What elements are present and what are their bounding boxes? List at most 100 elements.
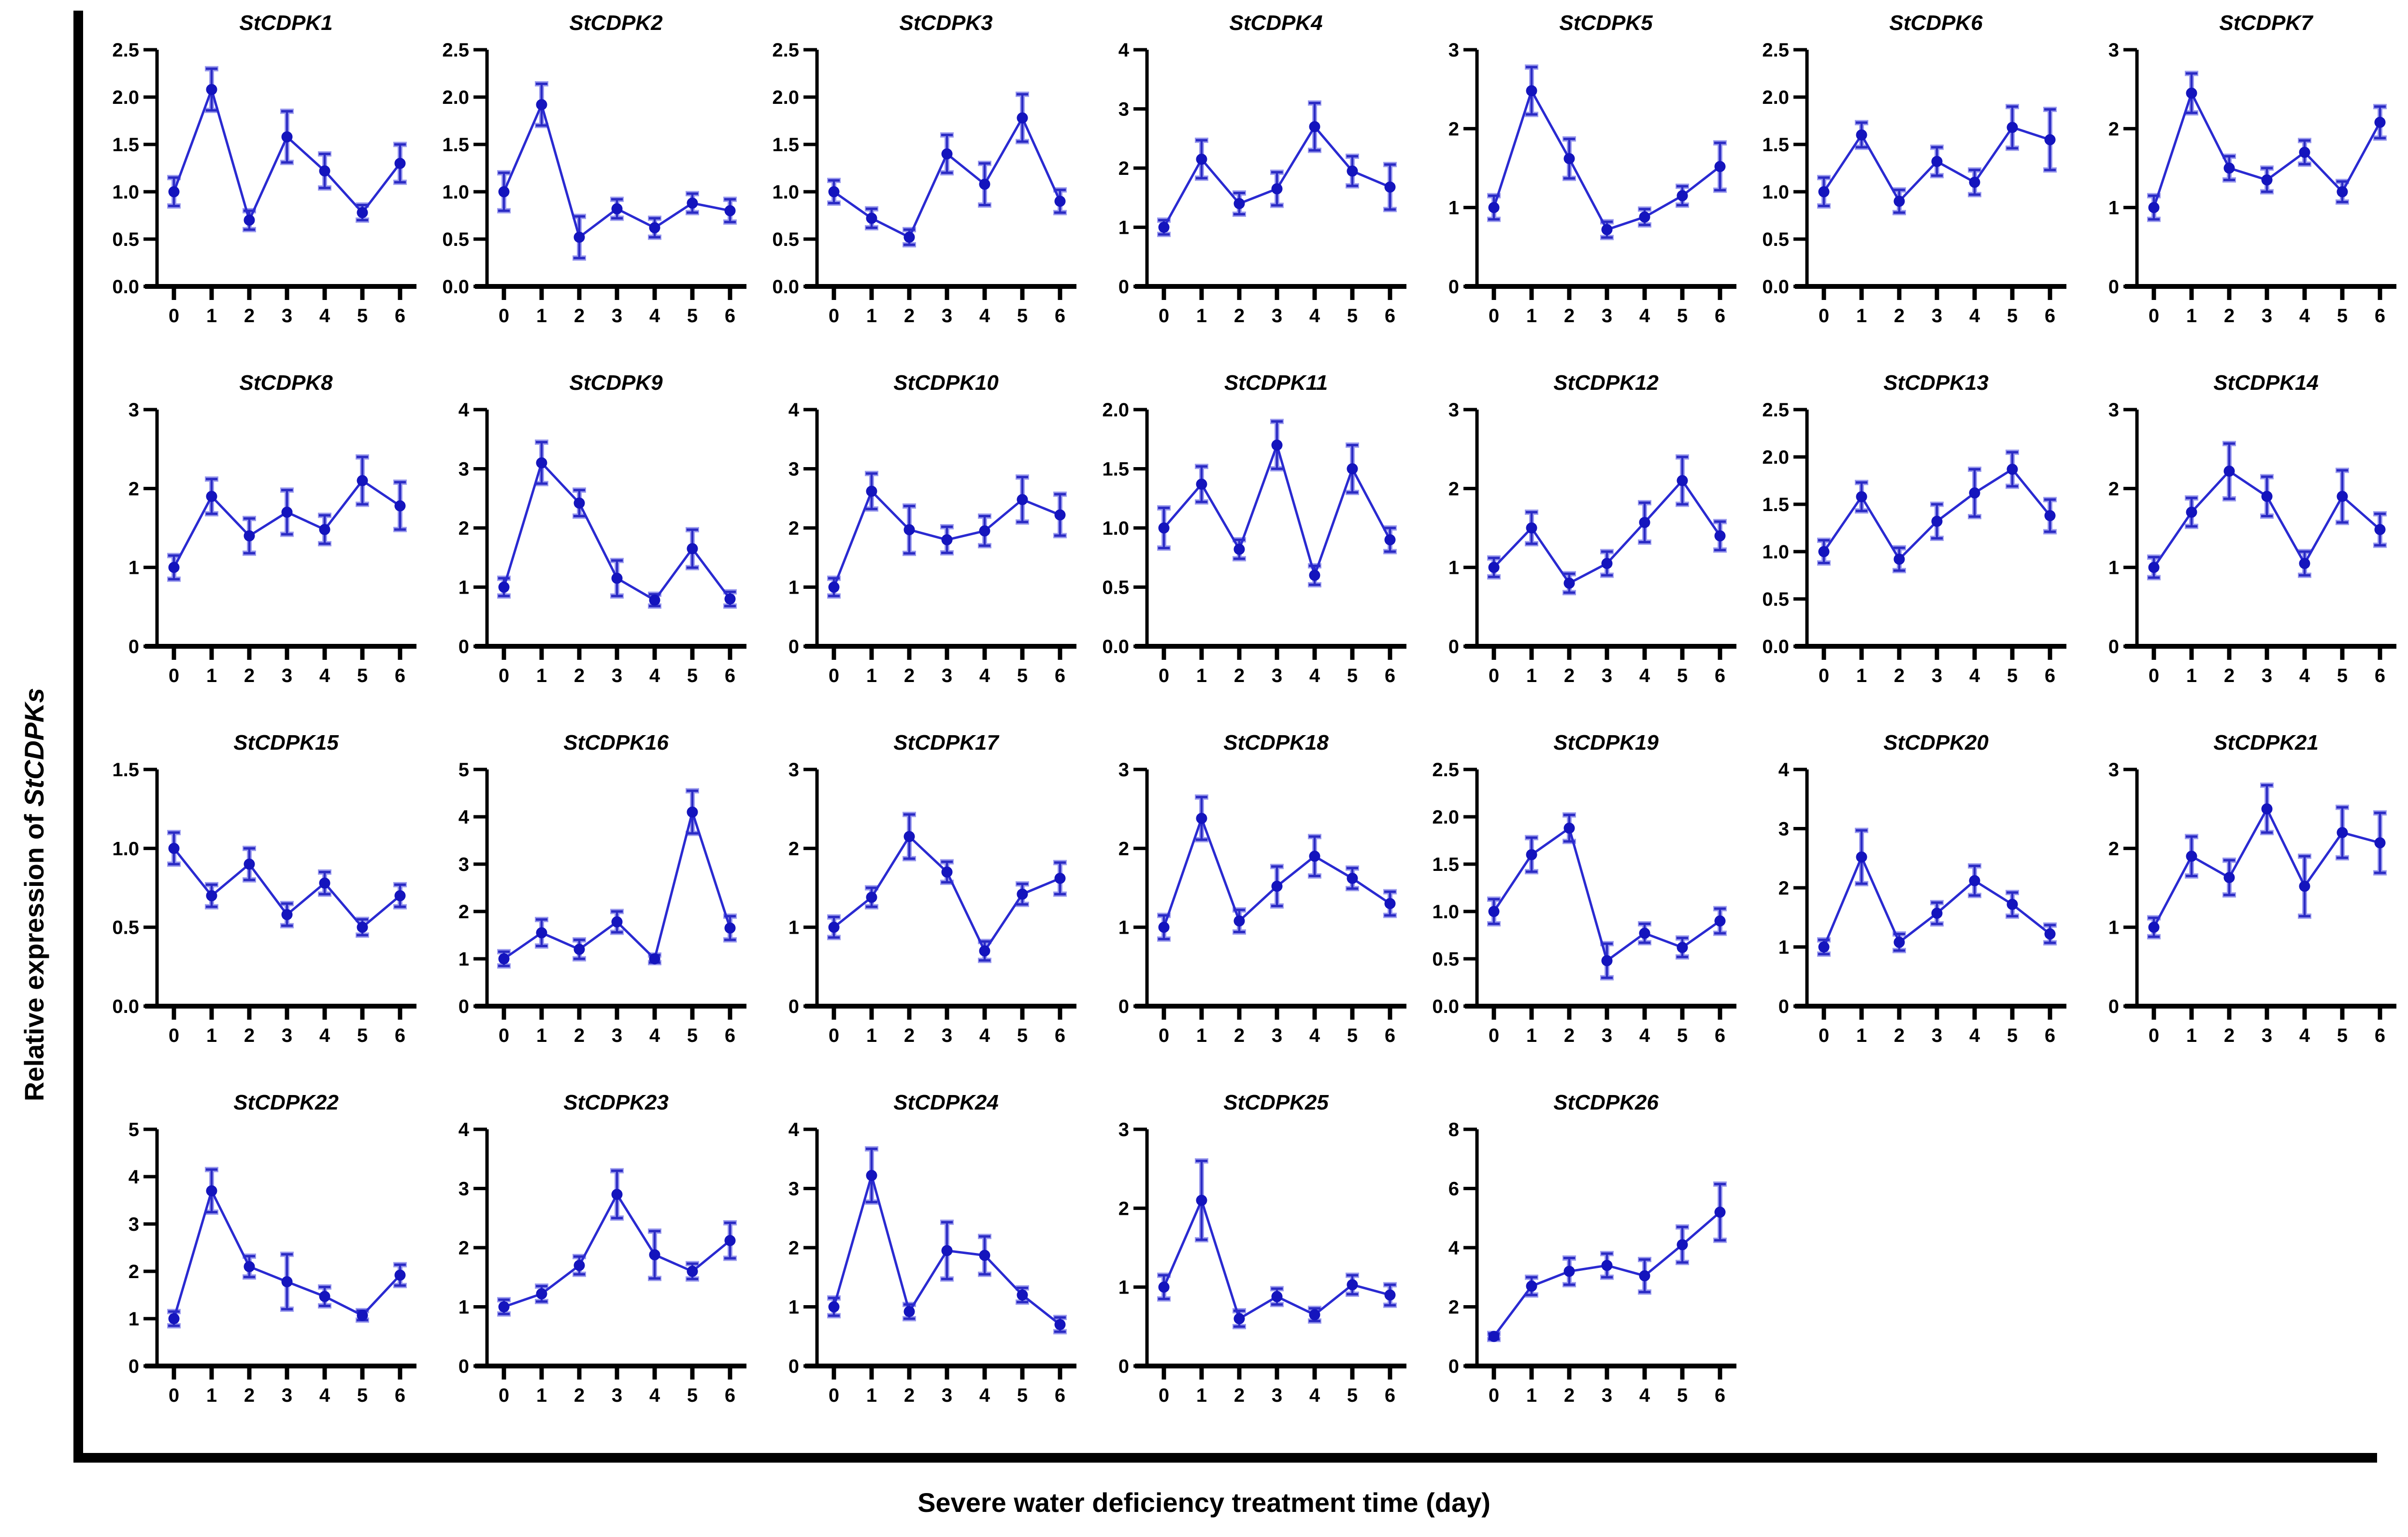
x-tick-label: 1 xyxy=(206,1025,217,1046)
data-point xyxy=(724,922,736,934)
x-tick-label: 1 xyxy=(1196,1025,1207,1046)
x-tick-label: 5 xyxy=(1677,305,1688,327)
x-tick-label: 6 xyxy=(1385,1025,1395,1046)
data-point xyxy=(1526,849,1537,860)
subplot-StCDPK4: StCDPK4 0 1 2 3 4 0 1 2 3 4 5 6 xyxy=(1118,11,1406,327)
x-tick-label: 1 xyxy=(536,305,547,327)
x-tick-label: 6 xyxy=(1715,305,1725,327)
x-tick-label: 2 xyxy=(1234,305,1245,327)
x-tick-label: 5 xyxy=(2007,305,2018,327)
x-tick-label: 6 xyxy=(1055,665,1065,686)
x-tick-label: 1 xyxy=(536,1385,547,1406)
x-tick-label: 4 xyxy=(2299,305,2310,327)
x-tick-label: 1 xyxy=(1196,665,1207,686)
y-tick-label: 4 xyxy=(1448,1238,1460,1259)
x-tick-label: 4 xyxy=(1969,305,1980,327)
x-tick-label: 2 xyxy=(1234,665,1245,686)
data-point xyxy=(281,1276,293,1288)
data-point xyxy=(1054,509,1066,521)
data-point xyxy=(2374,837,2386,849)
data-point xyxy=(1017,112,1028,124)
data-point xyxy=(1856,851,1867,863)
data-point xyxy=(2336,186,2348,198)
x-tick-label: 5 xyxy=(1347,305,1358,327)
y-tick-label: 3 xyxy=(129,1214,139,1235)
data-point xyxy=(1309,569,1320,581)
y-tick-label: 2.0 xyxy=(442,87,469,108)
data-point xyxy=(1158,522,1170,534)
y-tick-label: 1 xyxy=(129,557,139,579)
data-point xyxy=(498,1301,510,1312)
x-tick-label: 2 xyxy=(1894,305,1905,327)
y-tick-label: 2 xyxy=(1118,838,1129,859)
x-tick-label: 5 xyxy=(1677,665,1688,686)
data-point xyxy=(1347,463,1358,474)
data-point xyxy=(281,909,293,921)
data-point xyxy=(1677,475,1688,486)
data-point xyxy=(2223,162,2235,174)
y-tick-label: 0 xyxy=(1448,636,1459,657)
data-point xyxy=(866,485,877,497)
x-tick-label: 4 xyxy=(319,305,330,327)
x-tick-label: 3 xyxy=(942,665,952,686)
y-tick-label: 3 xyxy=(1448,399,1459,421)
data-point xyxy=(1601,224,1613,235)
data-point xyxy=(2148,922,2160,933)
x-tick-label: 2 xyxy=(904,1385,915,1406)
x-tick-label: 4 xyxy=(1309,1025,1320,1046)
y-tick-label: 0.5 xyxy=(442,229,469,250)
subplot-grid: StCDPK1 0.0 0.5 1.0 1.5 2.0 2.5 0 1 2 3 4 5 6 StCDPK2 0… xyxy=(97,4,2407,1443)
subplot-title: StCDPK7 xyxy=(2219,11,2314,35)
x-tick-label: 6 xyxy=(1715,665,1725,686)
data-point xyxy=(573,1260,585,1271)
x-tick-label: 2 xyxy=(904,305,915,327)
y-tick-label: 0.5 xyxy=(112,917,139,939)
y-tick-label: 2.5 xyxy=(772,40,799,61)
data-point xyxy=(536,457,547,469)
y-tick-label: 2.5 xyxy=(1762,40,1789,61)
data-point xyxy=(319,1291,330,1302)
data-point xyxy=(1526,85,1537,97)
y-tick-label: 4 xyxy=(1118,40,1130,61)
y-tick-label: 2 xyxy=(1448,478,1459,499)
y-axis-label: Relative expression of StCDPKs xyxy=(18,688,50,1101)
data-point xyxy=(1271,440,1283,451)
data-point xyxy=(244,530,255,541)
x-tick-label: 6 xyxy=(2375,305,2385,327)
x-tick-label: 5 xyxy=(2337,1025,2348,1046)
x-tick-label: 0 xyxy=(2149,1025,2159,1046)
data-point xyxy=(1563,1266,1575,1277)
y-tick-label: 3 xyxy=(2108,40,2119,61)
data-point xyxy=(281,506,293,518)
data-point xyxy=(979,525,990,537)
x-tick-label: 1 xyxy=(2186,1025,2197,1046)
x-tick-label: 0 xyxy=(169,305,179,327)
x-tick-label: 4 xyxy=(2299,665,2310,686)
subplot-title: StCDPK12 xyxy=(1553,371,1659,395)
data-point xyxy=(941,534,953,545)
y-tick-label: 2 xyxy=(788,518,799,539)
y-tick-label: 3 xyxy=(1118,99,1129,120)
subplot-StCDPK22: StCDPK22 0 1 2 3 4 5 0 1 2 3 4 5 6 xyxy=(129,1091,416,1406)
x-tick-label: 6 xyxy=(1055,305,1065,327)
y-tick-label: 1 xyxy=(788,917,799,939)
data-point xyxy=(2148,562,2160,573)
x-tick-label: 3 xyxy=(2262,305,2272,327)
y-tick-label: 0.0 xyxy=(1762,276,1789,298)
x-tick-label: 1 xyxy=(1856,1025,1867,1046)
x-tick-label: 1 xyxy=(1526,1385,1537,1406)
data-point xyxy=(1233,915,1245,927)
subplot-StCDPK1: StCDPK1 0.0 0.5 1.0 1.5 2.0 2.5 0 1 2 3 4 5 6 xyxy=(112,11,416,327)
data-point xyxy=(2261,174,2273,185)
data-point xyxy=(1271,183,1283,195)
data-point xyxy=(1196,478,1207,490)
x-tick-label: 3 xyxy=(1272,1025,1282,1046)
x-tick-label: 0 xyxy=(499,305,509,327)
data-point xyxy=(2261,803,2273,815)
data-point xyxy=(573,231,585,243)
x-tick-label: 3 xyxy=(282,665,292,686)
y-tick-label: 1 xyxy=(1448,557,1459,579)
subplot-StCDPK17: StCDPK17 0 1 2 3 0 1 2 3 4 5 6 xyxy=(788,731,1076,1046)
subplot-StCDPK23: StCDPK23 0 1 2 3 4 0 1 2 3 4 5 6 xyxy=(459,1091,746,1406)
data-point xyxy=(498,582,510,593)
